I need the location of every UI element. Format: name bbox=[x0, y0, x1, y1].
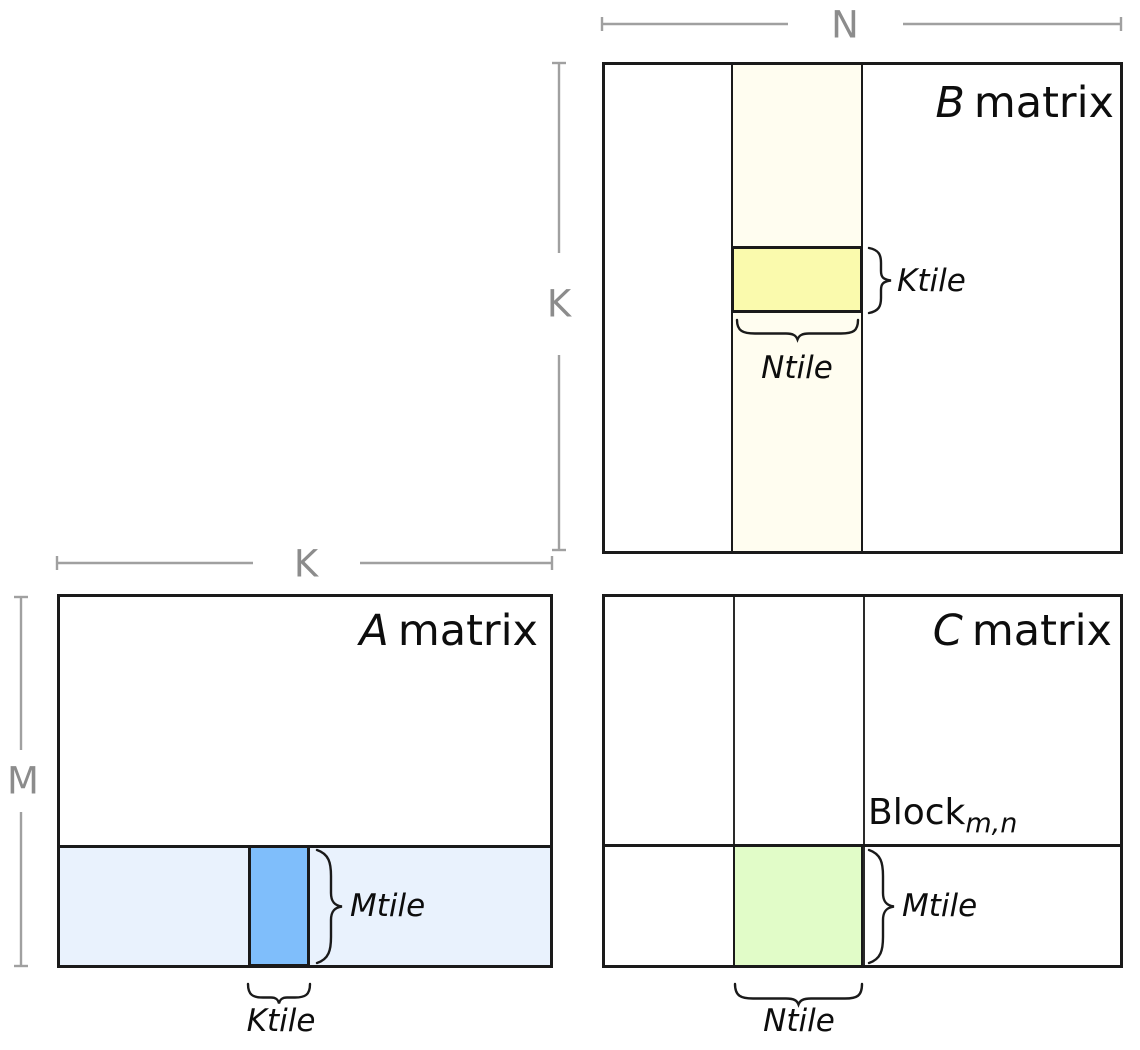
c-matrix-title-word: matrix bbox=[971, 606, 1112, 656]
a-matrix-title-letter: A bbox=[359, 606, 389, 656]
a-matrix-title-word: matrix bbox=[397, 606, 538, 656]
b-ktile-label: Ktile bbox=[897, 263, 966, 299]
a-dimension-k-label: K bbox=[293, 542, 319, 586]
a-dimension-m-label: M bbox=[7, 759, 39, 803]
c-matrix-column-line-left bbox=[733, 597, 735, 965]
b-matrix-title-letter: B bbox=[935, 78, 965, 128]
b-dimension-n-label: N bbox=[831, 3, 859, 47]
c-matrix-mtile-ntile-tile bbox=[733, 845, 863, 967]
c-ntile-underbrace bbox=[733, 982, 864, 1008]
b-matrix-title-word: matrix bbox=[973, 78, 1114, 128]
b-ntile-label: Ntile bbox=[761, 350, 833, 386]
c-block-mn-label: Blockm,n bbox=[868, 792, 1017, 839]
c-matrix-column-line-right bbox=[863, 597, 865, 965]
b-dimension-k-label: K bbox=[546, 282, 572, 326]
c-ntile-label: Ntile bbox=[763, 1003, 835, 1039]
a-ktile-underbrace bbox=[246, 982, 312, 1004]
c-block-subscript: m,n bbox=[965, 808, 1018, 839]
c-mtile-label: Mtile bbox=[902, 888, 978, 924]
a-ktile-label: Ktile bbox=[246, 1003, 316, 1039]
n-dimension-line bbox=[600, 17, 1123, 31]
c-block-word: Block bbox=[868, 792, 966, 833]
a-matrix-mtile-ktile-tile bbox=[248, 845, 310, 967]
b-matrix-ktile-ntile-tile bbox=[731, 246, 863, 313]
a-mtile-label: Mtile bbox=[350, 888, 426, 924]
c-matrix-title-letter: C bbox=[932, 606, 963, 656]
